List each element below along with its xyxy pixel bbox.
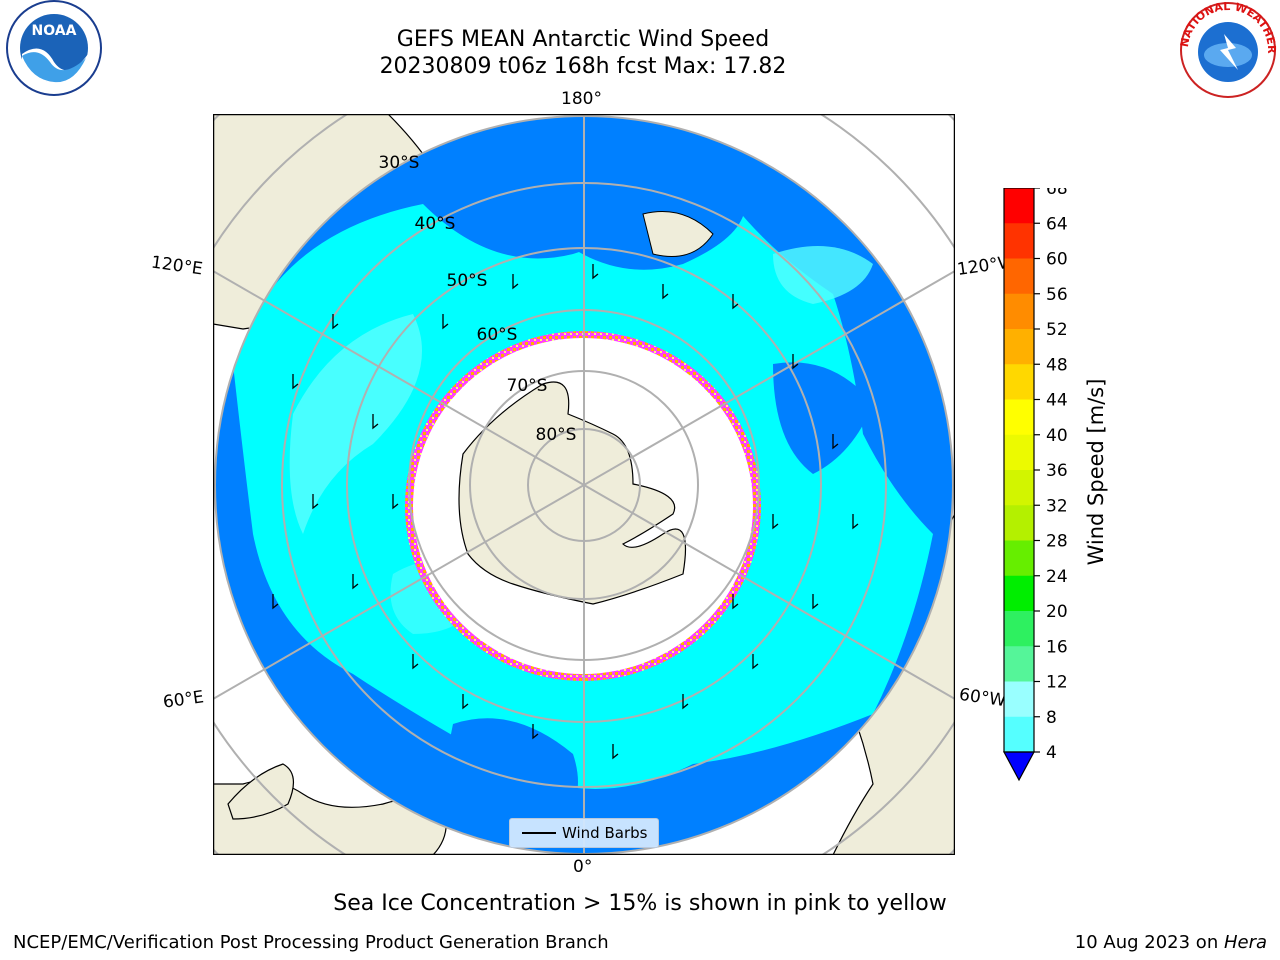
colorbar-tick-label: 68 xyxy=(1046,188,1068,199)
land-antarctica xyxy=(458,381,687,605)
colorbar-tick-label: 12 xyxy=(1046,673,1068,693)
colorbar-segment xyxy=(1004,681,1034,718)
lat-label: 50°S xyxy=(447,271,488,291)
colorbar-segment xyxy=(1004,258,1034,295)
colorbar-segment xyxy=(1004,434,1034,471)
colorbar-tick-label: 48 xyxy=(1046,355,1068,375)
colorbar-tick-label: 60 xyxy=(1046,250,1068,270)
lat-label: 60°S xyxy=(477,325,518,345)
colorbar-tick-label: 40 xyxy=(1046,426,1068,446)
colorbar-segment xyxy=(1004,716,1034,753)
lat-label: 80°S xyxy=(536,425,577,445)
colorbar-segment xyxy=(1004,646,1034,682)
colorbar-segment xyxy=(1004,329,1034,365)
colorbar-segment xyxy=(1004,540,1034,577)
noaa-logo: NOAA xyxy=(6,0,102,96)
colorbar-extend xyxy=(1002,751,1036,782)
legend-line-icon xyxy=(522,832,556,834)
chart-title: GEFS MEAN Antarctic Wind Speed xyxy=(396,27,770,52)
colorbar-segment xyxy=(1004,364,1034,400)
colorbar-tick-label: 28 xyxy=(1046,532,1068,552)
polar-map: 30°S 40°S 50°S 60°S 70°S 80°S xyxy=(213,114,955,855)
lat-label: 40°S xyxy=(415,214,456,234)
colorbar-tick-label: 4 xyxy=(1046,743,1057,763)
lon-label-top: 180° xyxy=(561,89,602,109)
colorbar-segment xyxy=(1004,575,1034,612)
svg-text:NOAA: NOAA xyxy=(32,23,77,39)
date-text: 10 Aug 2023 on xyxy=(1074,932,1224,953)
machine-name: Hera xyxy=(1223,932,1267,953)
colorbar-segment xyxy=(1004,188,1034,224)
colorbar-tick-label: 32 xyxy=(1046,496,1068,516)
lon-label-ll: 60°E xyxy=(161,687,206,713)
bottom-note: Sea Ice Concentration > 15% is shown in … xyxy=(333,891,947,916)
date-stamp: 10 Aug 2023 on Hera xyxy=(1075,932,1267,953)
colorbar-title: Wind Speed [m/s] xyxy=(1084,378,1108,566)
colorbar-tick-label: 8 xyxy=(1046,708,1057,728)
colorbar-tick-label: 44 xyxy=(1046,391,1068,411)
colorbar-segment xyxy=(1004,399,1034,436)
colorbar-tick-label: 64 xyxy=(1046,214,1068,234)
colorbar-tick-label: 24 xyxy=(1046,567,1068,587)
colorbar-tick-label: 56 xyxy=(1046,285,1068,305)
colorbar-segment xyxy=(1004,505,1034,541)
colorbar-segment xyxy=(1004,470,1034,506)
lon-label-bottom: 0° xyxy=(573,857,593,877)
colorbar-tick-label: 16 xyxy=(1046,637,1068,657)
colorbar-tick-label: 20 xyxy=(1046,602,1068,622)
nws-logo: NATIONAL WEATHER SERVICE xyxy=(1176,0,1278,98)
colorbar-segment xyxy=(1004,223,1034,259)
lat-label: 70°S xyxy=(507,376,548,396)
colorbar-segment xyxy=(1004,611,1034,647)
credit-text: NCEP/EMC/Verification Post Processing Pr… xyxy=(13,932,609,953)
colorbar-tick-label: 52 xyxy=(1046,320,1068,340)
lat-label: 30°S xyxy=(379,153,420,173)
chart-subtitle: 20230809 t06z 168h fcst Max: 17.82 xyxy=(379,54,787,79)
colorbar-tick-label: 36 xyxy=(1046,461,1068,481)
colorbar-segment xyxy=(1004,293,1034,330)
land-madagascar xyxy=(227,763,294,820)
colorbar: 68 64 60 56 52 48 44 40 36 32 28 24 20 16 12 8 4 xyxy=(1002,188,1068,782)
map-legend: Wind Barbs xyxy=(509,818,659,848)
legend-label: Wind Barbs xyxy=(562,824,648,842)
lon-label-ul: 120°E xyxy=(149,252,204,280)
